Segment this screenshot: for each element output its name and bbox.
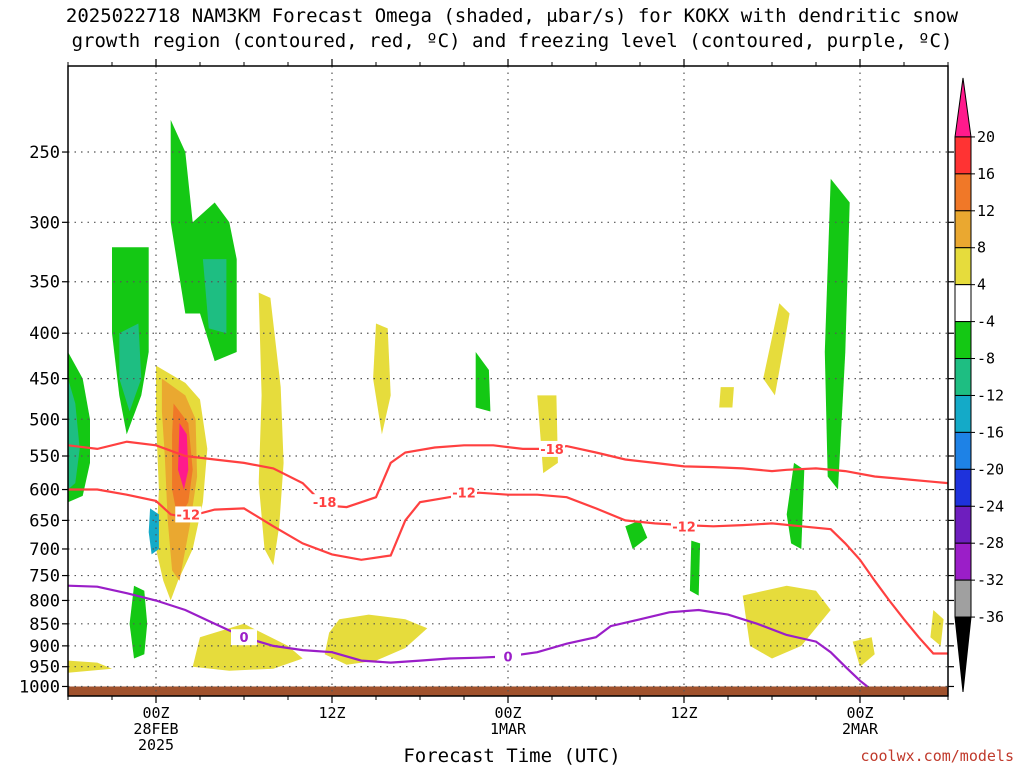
contour-label: -12 [177, 508, 201, 523]
colorbar-segment [954, 136, 972, 175]
x-tick-label: 12Z [670, 704, 697, 722]
plot-area: -18 -18 -12 -12 -12 0 0 [68, 66, 948, 696]
y-tick-label: 600 [29, 481, 60, 501]
contour-label: 0 [239, 631, 248, 646]
omega-region [192, 623, 303, 671]
y-tick-label: 750 [29, 567, 60, 587]
contour-label-bg [451, 484, 477, 501]
omega-region [258, 292, 284, 566]
y-tick-label: 500 [29, 410, 60, 430]
x-tick-label: 2025 [138, 736, 174, 754]
omega-region [373, 323, 391, 435]
colorbar-segment [954, 431, 972, 470]
colorbar-tick-label: 8 [977, 239, 986, 257]
y-tick-label: 550 [29, 447, 60, 467]
omega-region [537, 395, 558, 474]
colorbar-tick-label: -36 [977, 608, 1004, 626]
contour-label: -12 [672, 520, 696, 535]
x-tick-label: 00Z [142, 704, 169, 722]
colorbar-tick-label: -12 [977, 386, 1004, 404]
chart-title-line-1: 2025022718 NAM3KM Forecast Omega (shaded… [65, 5, 959, 27]
y-tick-label: 350 [29, 273, 60, 293]
omega-region [324, 614, 428, 665]
omega-region [170, 119, 237, 362]
colorbar-tick-label: -20 [977, 460, 1004, 478]
contour-label-bg [495, 648, 521, 665]
x-tick-label: 00Z [494, 704, 521, 722]
omega-region [475, 352, 491, 412]
y-tick-label: 700 [29, 540, 60, 560]
colorbar-segment [954, 284, 972, 323]
colorbar-tick-label: -32 [977, 571, 1004, 589]
y-tick-label: 450 [29, 370, 60, 390]
colorbar-tick-label: -8 [977, 350, 995, 368]
x-tick-label: 2MAR [842, 720, 879, 738]
colorbar-segment [954, 394, 972, 433]
contour-label-bg [231, 629, 257, 646]
colorbar-segment [954, 505, 972, 544]
y-tick-label: 300 [29, 213, 60, 233]
colorbar-segment [954, 542, 972, 581]
omega-region [930, 610, 944, 646]
omega-region [202, 259, 227, 334]
omega-region [786, 462, 805, 549]
x-tick-label: 28FEB [133, 720, 178, 738]
omega-region [763, 303, 790, 396]
omega-region [148, 508, 159, 555]
chart-title-line-2: growth region (contoured, red, ºC) and f… [71, 30, 953, 52]
colorbar-tick-label: 20 [977, 128, 995, 146]
omega-region [625, 520, 648, 549]
x-tick-label: 1MAR [490, 720, 527, 738]
omega-region [824, 178, 850, 490]
y-tick-label: 850 [29, 615, 60, 635]
omega-region [68, 378, 80, 490]
colorbar-tick-label: -4 [977, 313, 995, 331]
x-axis-label: Forecast Time (UTC) [403, 745, 621, 767]
credit-link[interactable]: coolwx.com/models [860, 747, 1014, 765]
x-tick-label: 12Z [318, 704, 345, 722]
colorbar-arrow-bottom [954, 616, 972, 693]
chart-title: 2025022718 NAM3KM Forecast Omega (shaded… [0, 4, 1024, 54]
contour-label-bg [671, 518, 697, 535]
colorbar-tick-label: 16 [977, 165, 995, 183]
omega-region [68, 660, 112, 673]
y-tick-label: 650 [29, 511, 60, 531]
contour-label: -12 [452, 487, 476, 502]
contour-label: -18 [540, 443, 564, 458]
colorbar-segment [954, 321, 972, 360]
colorbar-segment [954, 210, 972, 249]
contour-line [68, 440, 948, 509]
omega-region [742, 585, 831, 659]
y-tick-label: 250 [29, 143, 60, 163]
contour-label-bg [311, 494, 338, 511]
colorbar-segment [954, 579, 972, 618]
omega-region [719, 387, 734, 408]
omega-region [852, 637, 875, 667]
omega-region [119, 323, 142, 412]
contour-label: -18 [313, 496, 337, 511]
y-tick-label: 400 [29, 324, 60, 344]
x-tick-label: 00Z [846, 704, 873, 722]
contour-label-bg [539, 440, 565, 457]
y-tick-label: 900 [29, 637, 60, 657]
y-tick-label: 800 [29, 591, 60, 611]
omega-region [129, 585, 148, 659]
colorbar-segment [954, 247, 972, 286]
contour-label-bg [175, 506, 202, 523]
colorbar-tick-label: 4 [977, 276, 986, 294]
colorbar-segment [954, 468, 972, 507]
contour-label: 0 [503, 650, 512, 665]
colorbar-segment [954, 173, 972, 212]
contour-line [68, 488, 948, 655]
colorbar-tick-label: -16 [977, 423, 1004, 441]
colorbar-arrow-top [954, 77, 972, 138]
colorbar-tick-label: -28 [977, 534, 1004, 552]
y-tick-label: 1000 [19, 677, 60, 697]
colorbar-tick-label: -24 [977, 497, 1004, 515]
colorbar-tick-label: 12 [977, 202, 995, 220]
colorbar-segment [954, 358, 972, 396]
y-tick-label: 950 [29, 658, 60, 678]
omega-region [689, 540, 701, 596]
